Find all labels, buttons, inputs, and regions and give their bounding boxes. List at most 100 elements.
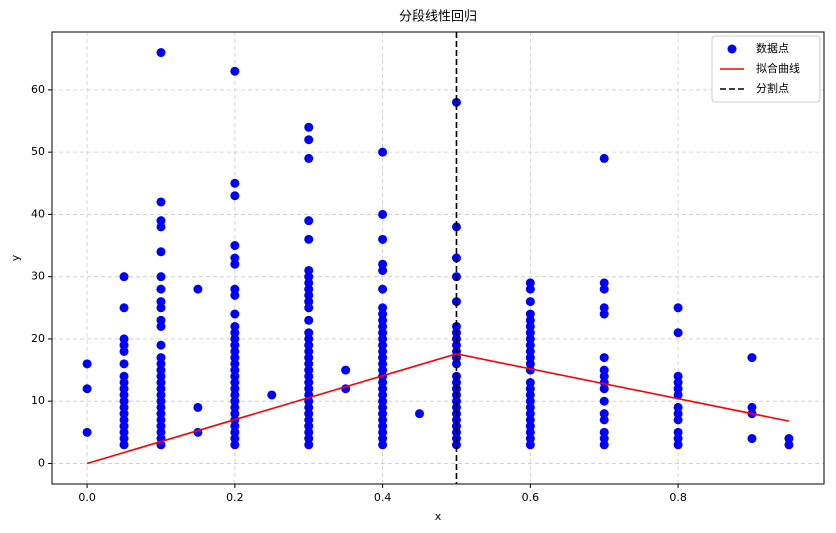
data-point [119, 384, 129, 394]
data-point [747, 353, 757, 363]
data-point [156, 321, 166, 331]
data-point [304, 153, 314, 163]
data-point [156, 353, 166, 363]
data-point [230, 440, 240, 450]
plot-frame [51, 31, 825, 485]
data-point [304, 290, 314, 300]
data-point [378, 284, 388, 294]
data-point [378, 328, 388, 338]
data-point [784, 434, 794, 444]
data-point [156, 409, 166, 419]
data-point [119, 427, 129, 437]
data-point [119, 334, 129, 344]
data-point [304, 272, 314, 282]
data-point [304, 378, 314, 388]
data-point [230, 309, 240, 319]
data-point [119, 390, 129, 400]
data-point [230, 290, 240, 300]
data-point [304, 402, 314, 412]
data-point [304, 303, 314, 313]
data-point [599, 303, 609, 313]
data-point [230, 241, 240, 251]
data-point [378, 390, 388, 400]
data-point [378, 427, 388, 437]
data-point [599, 384, 609, 394]
data-point [119, 402, 129, 412]
data-point [304, 234, 314, 244]
data-point [451, 378, 461, 388]
data-point [599, 427, 609, 437]
data-point [304, 334, 314, 344]
data-point [673, 427, 683, 437]
data-point [525, 346, 535, 356]
data-point [378, 434, 388, 444]
data-point [156, 297, 166, 307]
data-point [193, 402, 203, 412]
data-point [304, 346, 314, 356]
data-point [599, 371, 609, 381]
data-point [156, 365, 166, 375]
data-point [156, 340, 166, 350]
x-tick-label: 0.6 [522, 491, 540, 504]
data-point [378, 334, 388, 344]
data-point [525, 409, 535, 419]
data-point [156, 396, 166, 406]
data-point [599, 415, 609, 425]
data-point [156, 303, 166, 313]
data-point [525, 440, 535, 450]
data-point [525, 390, 535, 400]
data-point [451, 440, 461, 450]
data-point [525, 434, 535, 444]
data-point [156, 315, 166, 325]
data-point [156, 390, 166, 400]
y-tick-label: 30 [31, 270, 45, 283]
data-point [378, 378, 388, 388]
data-point [415, 409, 425, 419]
fit-line [86, 353, 790, 465]
data-point [230, 434, 240, 444]
data-point [378, 402, 388, 412]
data-point [451, 97, 461, 107]
data-point [378, 147, 388, 157]
data-point [156, 421, 166, 431]
data-point [230, 334, 240, 344]
data-point [451, 340, 461, 350]
data-point [747, 402, 757, 412]
data-point [378, 353, 388, 363]
data-point [304, 353, 314, 363]
data-point [230, 321, 240, 331]
data-point [230, 259, 240, 269]
data-point [119, 421, 129, 431]
data-point [156, 222, 166, 232]
y-axis-label: y [9, 254, 22, 261]
data-point [156, 359, 166, 369]
data-point [378, 340, 388, 350]
data-point [378, 234, 388, 244]
data-point [525, 321, 535, 331]
data-point [119, 440, 129, 450]
data-point [304, 365, 314, 375]
data-point [599, 409, 609, 419]
data-point [156, 378, 166, 388]
data-point [82, 427, 92, 437]
x-tick-label: 0.2 [226, 491, 244, 504]
data-point [304, 409, 314, 419]
data-point [673, 440, 683, 450]
data-point [525, 340, 535, 350]
data-point [378, 421, 388, 431]
legend-label: 分割点 [756, 81, 789, 95]
data-point [378, 359, 388, 369]
data-point [304, 434, 314, 444]
data-point [525, 359, 535, 369]
data-point [341, 365, 351, 375]
data-point [119, 396, 129, 406]
data-point [230, 421, 240, 431]
data-point [673, 434, 683, 444]
data-point [378, 384, 388, 394]
data-point [119, 434, 129, 444]
data-point [193, 284, 203, 294]
data-point [525, 415, 535, 425]
data-point [378, 309, 388, 319]
